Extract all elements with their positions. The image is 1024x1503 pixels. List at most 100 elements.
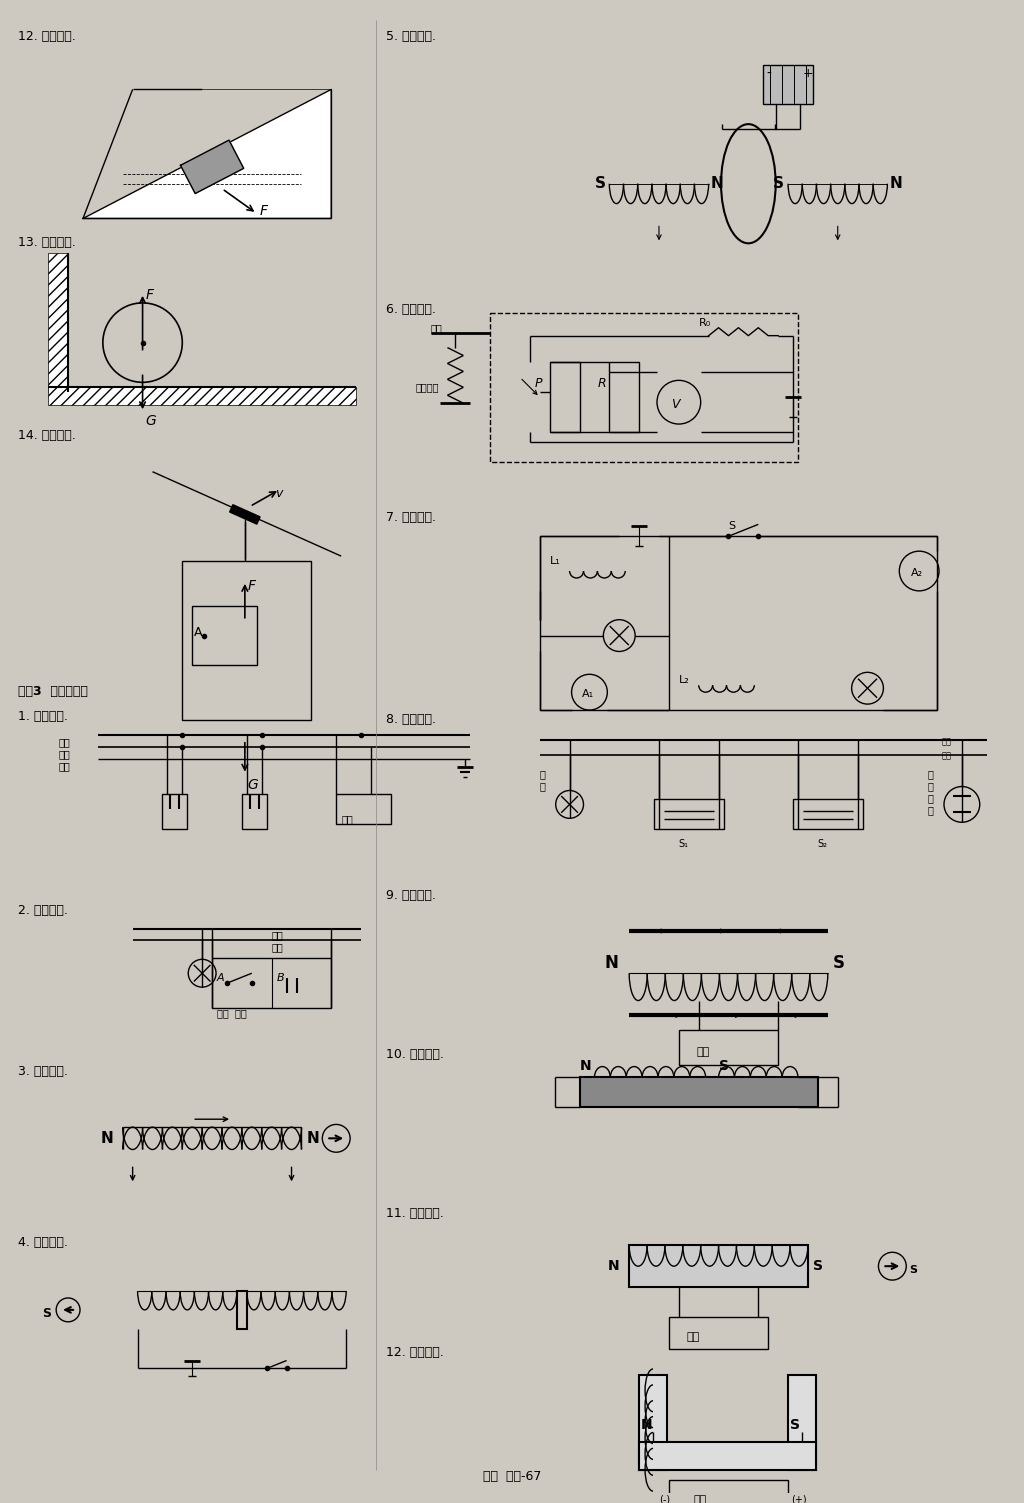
Text: 5. 如图所示.: 5. 如图所示. <box>386 30 436 42</box>
Text: 物理  答案-67: 物理 答案-67 <box>482 1470 542 1482</box>
Text: R: R <box>597 377 606 391</box>
Text: (+): (+) <box>792 1494 807 1503</box>
Text: 13. 如图所示.: 13. 如图所示. <box>18 236 76 249</box>
Text: N: N <box>641 1417 652 1432</box>
Text: 12. 如图所示.: 12. 如图所示. <box>18 30 76 42</box>
Bar <box>639 1441 816 1470</box>
Text: S: S <box>791 1417 800 1432</box>
Text: N: N <box>580 1058 591 1073</box>
Bar <box>654 800 724 830</box>
Text: S: S <box>833 954 845 972</box>
Bar <box>669 1317 768 1348</box>
Text: 座: 座 <box>927 806 933 816</box>
Bar <box>639 1375 667 1470</box>
Bar <box>763 65 813 104</box>
Text: N: N <box>711 176 723 191</box>
Text: S: S <box>728 522 735 531</box>
Text: S: S <box>909 1266 918 1275</box>
Text: N: N <box>306 1130 319 1145</box>
Text: 8. 如图所示.: 8. 如图所示. <box>386 712 436 726</box>
Text: N: N <box>890 176 902 191</box>
Text: 插: 插 <box>927 794 933 804</box>
Text: 火线: 火线 <box>271 930 284 941</box>
Text: R₀: R₀ <box>698 317 711 328</box>
Bar <box>336 795 391 824</box>
Text: S: S <box>813 1260 823 1273</box>
Text: L₁: L₁ <box>550 556 560 567</box>
Text: 电源: 电源 <box>687 1332 700 1342</box>
Text: S: S <box>773 176 784 191</box>
Text: A: A <box>217 974 224 983</box>
Text: B: B <box>276 974 285 983</box>
Bar <box>679 1031 778 1066</box>
Bar <box>163 795 187 830</box>
Bar <box>48 253 68 392</box>
Text: G: G <box>248 777 259 792</box>
Text: 秤盘: 秤盘 <box>430 323 442 332</box>
Bar <box>182 561 311 720</box>
Text: +: + <box>803 66 814 80</box>
Text: 3. 如图所示.: 3. 如图所示. <box>18 1064 69 1078</box>
Text: A₂: A₂ <box>911 568 924 579</box>
Bar <box>237 1291 247 1329</box>
Text: 开关  插座: 开关 插座 <box>217 1009 247 1018</box>
Text: 类型3  电磁学作图: 类型3 电磁学作图 <box>18 685 88 699</box>
Bar <box>540 537 937 709</box>
Text: 7. 如图所示.: 7. 如图所示. <box>386 511 436 525</box>
Text: 11. 如图所示.: 11. 如图所示. <box>386 1207 443 1219</box>
Text: 电: 电 <box>927 770 933 780</box>
Text: 台: 台 <box>540 770 546 780</box>
Text: -: - <box>766 66 771 81</box>
Text: 电源: 电源 <box>693 1494 707 1503</box>
Bar <box>609 362 639 431</box>
Text: 零线: 零线 <box>942 752 952 761</box>
Text: 灯: 灯 <box>540 782 546 792</box>
Text: (-): (-) <box>659 1494 670 1503</box>
Text: 1. 如图所示.: 1. 如图所示. <box>18 709 69 723</box>
Text: F: F <box>145 289 154 302</box>
Text: P: P <box>535 377 543 391</box>
Text: S₁: S₁ <box>679 839 689 849</box>
Text: S: S <box>719 1058 728 1073</box>
Text: L₂: L₂ <box>679 675 689 685</box>
Text: 支撑弹簧: 支撑弹簧 <box>416 382 439 392</box>
Text: 视: 视 <box>927 782 933 792</box>
Text: 零线: 零线 <box>271 942 284 953</box>
Text: 火线: 火线 <box>942 736 952 745</box>
Bar <box>242 795 266 830</box>
Text: N: N <box>607 1260 618 1273</box>
Text: N: N <box>100 1130 114 1145</box>
Bar <box>793 800 862 830</box>
Text: 零线: 零线 <box>58 748 70 759</box>
Bar <box>193 606 257 666</box>
Bar <box>550 362 580 431</box>
Bar <box>490 313 798 461</box>
Text: S: S <box>594 176 605 191</box>
Text: 12. 如图所示.: 12. 如图所示. <box>386 1345 443 1359</box>
Text: 4. 如图所示.: 4. 如图所示. <box>18 1237 69 1249</box>
Bar <box>212 959 331 1009</box>
Text: G: G <box>145 415 157 428</box>
Text: V: V <box>671 398 679 410</box>
Text: N: N <box>604 954 618 972</box>
Text: F: F <box>248 579 256 594</box>
Text: A: A <box>195 625 203 639</box>
Text: 地线: 地线 <box>58 761 70 771</box>
Text: 火线: 火线 <box>58 736 70 747</box>
Text: 10. 如图所示.: 10. 如图所示. <box>386 1048 443 1061</box>
Bar <box>580 1078 818 1108</box>
Polygon shape <box>180 140 244 194</box>
Bar <box>788 1375 816 1470</box>
Text: 2. 如图所示.: 2. 如图所示. <box>18 903 69 917</box>
Bar <box>48 388 356 406</box>
Text: S: S <box>42 1308 51 1320</box>
Polygon shape <box>83 89 331 218</box>
Bar <box>629 1246 808 1287</box>
Text: 开关: 开关 <box>341 815 353 824</box>
Text: 14. 如图所示.: 14. 如图所示. <box>18 428 76 442</box>
Text: F: F <box>260 203 267 218</box>
Text: 电源: 电源 <box>696 1048 710 1057</box>
Text: v: v <box>274 487 282 499</box>
Text: S₂: S₂ <box>818 839 827 849</box>
Text: A₁: A₁ <box>582 690 594 699</box>
